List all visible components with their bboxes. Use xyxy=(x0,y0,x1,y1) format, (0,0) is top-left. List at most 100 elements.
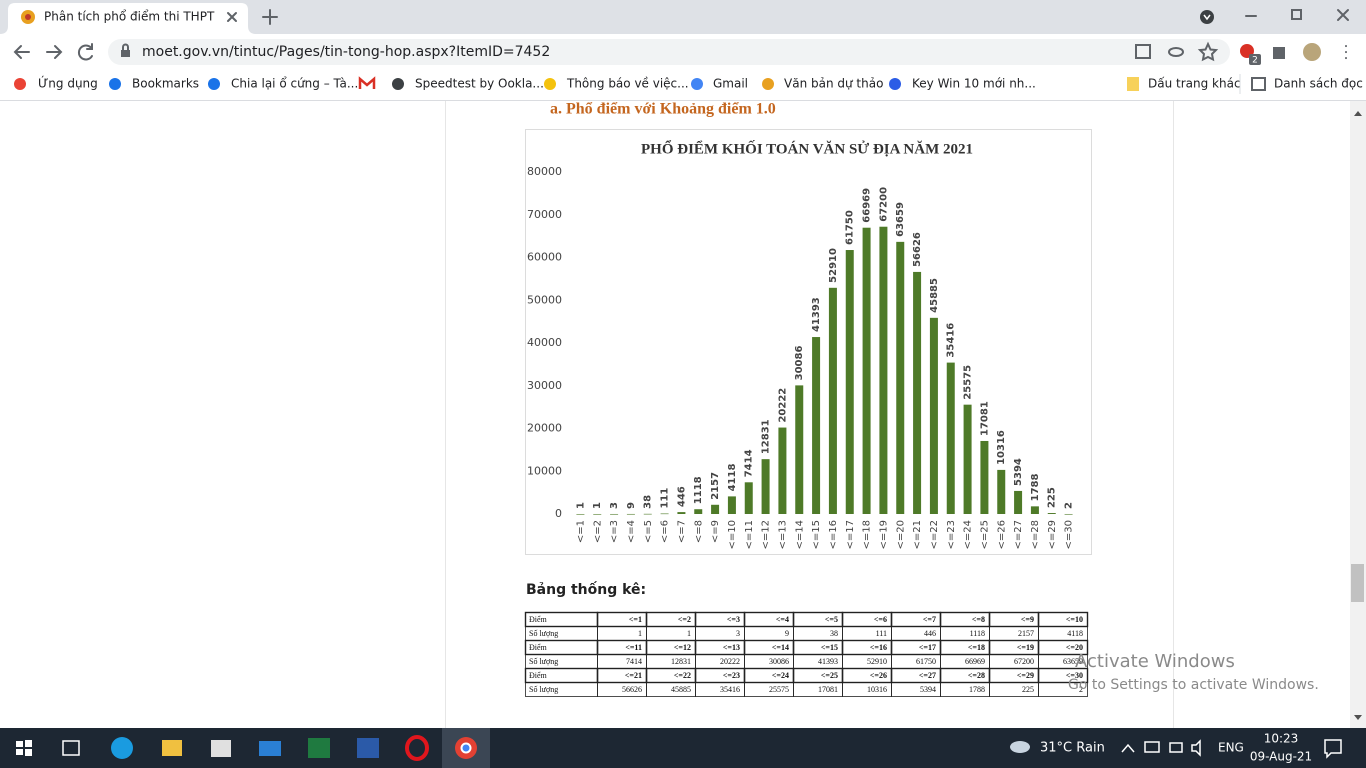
table-header: <=4 xyxy=(776,615,789,624)
clock-time[interactable]: 10:23 xyxy=(1264,732,1299,746)
mail[interactable] xyxy=(259,741,281,756)
bookmark[interactable]: Gmail xyxy=(713,77,748,91)
bar xyxy=(593,513,602,515)
bookmark-icon xyxy=(392,78,404,90)
bookmarks-bar: Ứng dụng Bookmarks Chia lại ổ cứng – Tà...… xyxy=(14,76,1036,91)
table-value: 61750 xyxy=(916,657,936,666)
extensions[interactable] xyxy=(1273,47,1285,59)
chrome-center xyxy=(460,742,472,754)
table-value: 1118 xyxy=(970,629,985,638)
translate[interactable] xyxy=(1135,44,1151,59)
scrollbar[interactable] xyxy=(1350,101,1366,728)
store[interactable] xyxy=(211,740,231,757)
bookmark-icon xyxy=(889,78,901,90)
y-tick-label: 40000 xyxy=(527,336,562,349)
bookmark-icon xyxy=(762,78,774,90)
lock xyxy=(121,50,130,57)
table-value: 45885 xyxy=(671,685,691,694)
bookmark[interactable]: Speedtest by Ookla... xyxy=(415,77,544,91)
back[interactable] xyxy=(13,45,30,59)
bookmark[interactable]: Văn bản dự thảo xyxy=(784,77,883,91)
close-window[interactable] xyxy=(1337,9,1349,21)
value-label: 4118 xyxy=(727,464,738,492)
x-tick-label: <=20 xyxy=(895,520,906,549)
bookmark-icon[interactable] xyxy=(358,76,376,89)
table-header: <=15 xyxy=(821,643,838,652)
value-label: 10316 xyxy=(996,430,1007,465)
table-value: 2 xyxy=(1079,685,1083,694)
language[interactable]: ENG xyxy=(1218,741,1244,755)
omnibox[interactable] xyxy=(108,39,1230,65)
bar xyxy=(997,469,1006,514)
value-label: 38 xyxy=(643,495,654,509)
x-tick-label: <=16 xyxy=(828,520,839,549)
table-value: 7414 xyxy=(626,657,642,666)
table-value: 1 xyxy=(638,629,642,638)
new-tab[interactable] xyxy=(262,9,278,25)
explorer[interactable] xyxy=(162,740,182,756)
forward[interactable] xyxy=(46,45,63,59)
lock-shackle xyxy=(122,43,129,51)
folder-icon xyxy=(1127,77,1139,91)
table-header: <=7 xyxy=(923,615,936,624)
star[interactable] xyxy=(1197,41,1219,62)
reload[interactable] xyxy=(78,43,93,61)
tray-arrow[interactable] xyxy=(1121,743,1135,753)
power[interactable] xyxy=(1169,742,1183,753)
other-bookmarks[interactable]: Dấu trang khác xyxy=(1148,77,1241,91)
x-tick-label: <=5 xyxy=(643,520,654,543)
bookmark[interactable]: Thông báo về việc... xyxy=(566,77,689,91)
table-header: <=30 xyxy=(1066,671,1083,680)
chart-frame xyxy=(525,129,1092,555)
word[interactable] xyxy=(357,738,379,758)
bookmark[interactable]: Chia lại ổ cứng – Tà... xyxy=(231,77,358,91)
x-tick-label: <=1 xyxy=(575,520,586,543)
notifications[interactable] xyxy=(1324,739,1342,759)
clock-date[interactable]: 09-Aug-21 xyxy=(1250,750,1312,764)
value-label: 225 xyxy=(1047,487,1058,508)
bookmark[interactable]: Key Win 10 mới nh... xyxy=(912,77,1036,91)
value-label: 9 xyxy=(626,502,637,509)
table-header: <=29 xyxy=(1017,671,1034,680)
tab-close[interactable] xyxy=(227,12,237,22)
table-value: Số lượng xyxy=(529,657,558,666)
x-tick-label: <=12 xyxy=(761,520,772,549)
profile[interactable] xyxy=(1303,43,1321,61)
y-tick-label: 30000 xyxy=(527,379,562,392)
opera[interactable] xyxy=(405,735,429,761)
table-value: 10316 xyxy=(867,685,887,694)
chart: 0 10000 20000 30000 40000 50000 60000 70000 8000… xyxy=(527,165,1075,549)
active-tab[interactable] xyxy=(0,3,256,34)
reading-icon xyxy=(1251,77,1266,91)
volume[interactable] xyxy=(1191,739,1201,757)
table-value: Điểm xyxy=(529,671,548,680)
restore[interactable] xyxy=(1291,9,1302,20)
scroll-down[interactable] xyxy=(1354,715,1362,720)
table-header: <=2 xyxy=(678,615,691,624)
reading-list[interactable]: Danh sách đọc xyxy=(1274,77,1363,91)
hide-icon[interactable] xyxy=(1168,47,1184,57)
table-cell xyxy=(1038,682,1088,697)
bookmark[interactable]: Ứng dụng xyxy=(38,76,98,91)
table-value: 17081 xyxy=(818,685,838,694)
excel[interactable] xyxy=(308,738,330,758)
start[interactable] xyxy=(16,740,32,756)
extension-badge: 2 xyxy=(1252,56,1258,66)
value-label: 41393 xyxy=(811,297,822,332)
table-value: 446 xyxy=(924,629,936,638)
scroll-thumb[interactable] xyxy=(1351,564,1364,602)
task-view[interactable] xyxy=(62,740,80,756)
scroll-up[interactable] xyxy=(1354,111,1362,116)
bookmark[interactable]: Bookmarks xyxy=(132,77,199,91)
edge[interactable] xyxy=(111,737,133,759)
value-label: 12831 xyxy=(761,419,772,454)
tab-search[interactable] xyxy=(1200,10,1214,24)
x-tick-label: <=13 xyxy=(777,520,788,549)
table-header: <=16 xyxy=(870,643,887,652)
table-header: <=14 xyxy=(772,643,789,652)
weather[interactable]: 31°C Rain xyxy=(1040,741,1105,756)
table-value: 3 xyxy=(736,629,740,638)
x-tick-label: <=10 xyxy=(727,520,738,549)
network[interactable] xyxy=(1144,741,1160,753)
x-tick-label: <=17 xyxy=(845,520,856,549)
